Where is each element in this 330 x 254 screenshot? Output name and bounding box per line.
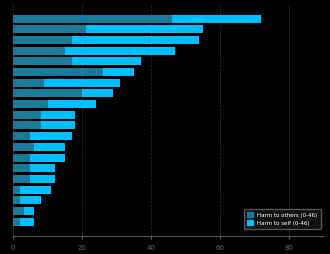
Bar (13, 165, 30, 172)
Bar (30, 133, 72, 141)
Legend: Harm to others (0-46), Harm to self (0-46): Harm to others (0-46), Harm to self (0-4… (244, 209, 321, 229)
Bar (34, 143, 65, 151)
Bar (13, 186, 20, 194)
Bar (13, 175, 30, 183)
Bar (72, 37, 199, 45)
Bar (13, 90, 82, 98)
Bar (65, 47, 175, 55)
Bar (172, 15, 261, 24)
Bar (20, 186, 51, 194)
Bar (13, 154, 30, 162)
Bar (48, 101, 96, 109)
Bar (41, 111, 75, 119)
Bar (13, 26, 85, 34)
Bar (20, 196, 41, 204)
Bar (30, 175, 54, 183)
Bar (13, 69, 103, 77)
Bar (85, 26, 203, 34)
Bar (30, 154, 65, 162)
Bar (13, 207, 23, 215)
Bar (103, 69, 134, 77)
Bar (13, 143, 34, 151)
Bar (13, 37, 72, 45)
Bar (13, 218, 20, 226)
Bar (20, 218, 34, 226)
Bar (13, 15, 172, 24)
Bar (44, 80, 120, 87)
Bar (13, 111, 41, 119)
Bar (13, 196, 20, 204)
Bar (13, 101, 48, 109)
Bar (82, 90, 113, 98)
Bar (23, 207, 34, 215)
Bar (41, 122, 75, 130)
Bar (13, 80, 44, 87)
Bar (30, 165, 54, 172)
Bar (13, 47, 65, 55)
Bar (72, 58, 141, 66)
Bar (13, 58, 72, 66)
Bar (13, 122, 41, 130)
Bar (13, 133, 30, 141)
